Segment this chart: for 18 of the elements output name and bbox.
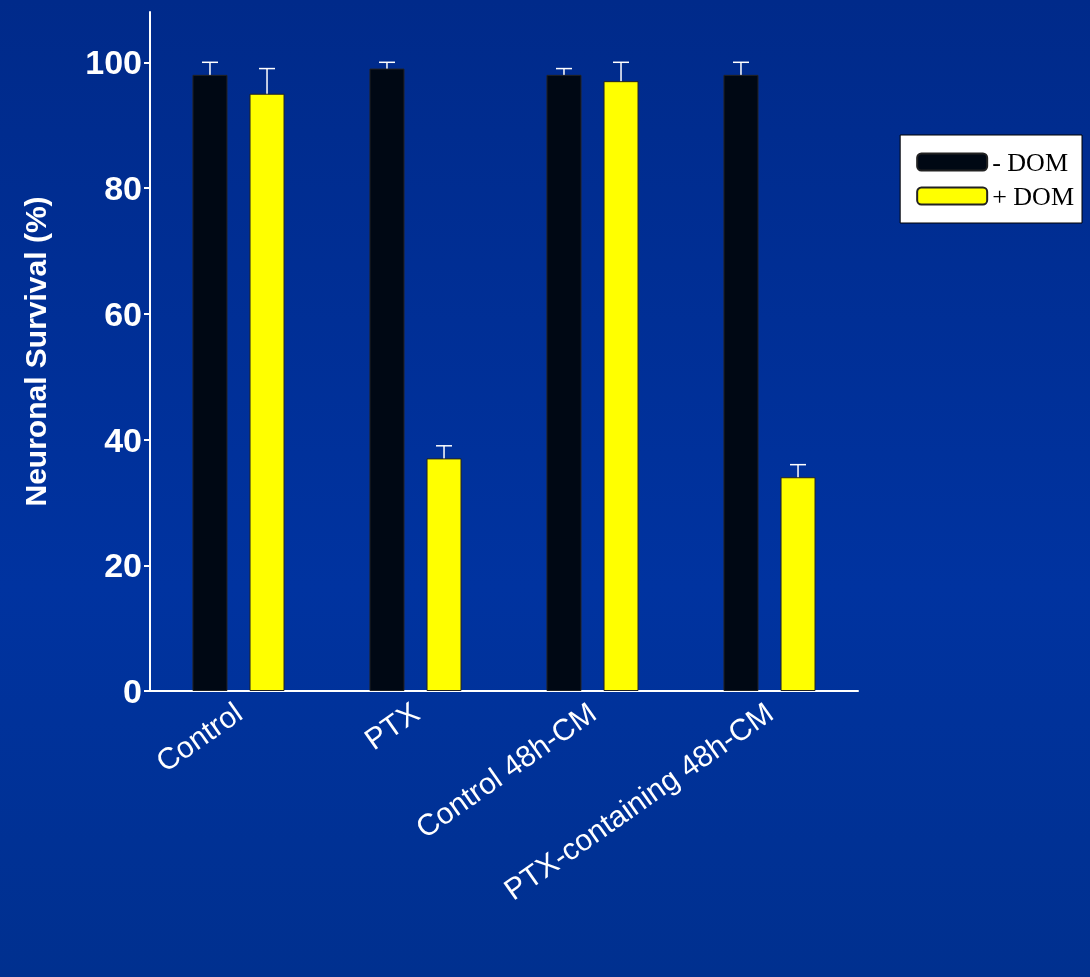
bar — [603, 81, 639, 691]
legend-label: - DOM — [992, 147, 1069, 177]
y-tick-label: 100 — [85, 43, 142, 82]
legend-label: + DOM — [992, 181, 1075, 211]
y-axis-title: Neuronal Survival (%) — [18, 196, 52, 507]
y-tick-label: 80 — [104, 169, 142, 208]
bar — [192, 74, 228, 691]
y-tick-label: 60 — [104, 294, 142, 333]
y-tick-label: 0 — [123, 672, 142, 710]
y-tick-label: 20 — [104, 546, 142, 585]
bar — [369, 68, 405, 691]
bar — [426, 458, 462, 691]
y-tick-label: 40 — [104, 420, 142, 459]
bar — [723, 74, 759, 691]
bar — [780, 477, 816, 691]
bar — [249, 93, 285, 691]
x-tick-label: PTX — [358, 695, 425, 757]
bar — [546, 74, 582, 691]
